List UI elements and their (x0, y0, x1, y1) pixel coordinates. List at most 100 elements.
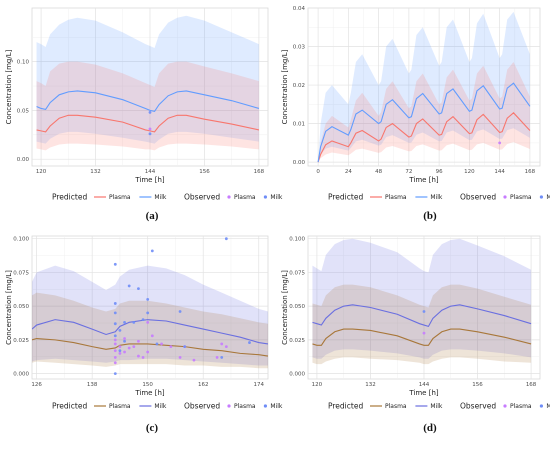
data-layer (36, 15, 260, 151)
y-tick-label: 0.000 (289, 372, 305, 378)
x-tick-label: 156 (199, 169, 210, 175)
median-line-milk (32, 319, 268, 345)
legend-label: Plasma (385, 194, 407, 201)
legend: Predicted Plasma Milk Observed Plasma Milk (328, 193, 550, 202)
observed-point-plasma (123, 337, 126, 340)
data-layer (312, 238, 532, 365)
legend-label: Plasma (234, 403, 256, 410)
tick-labels: 0 24 48 72 96 120 144 168 0.00 0.01 0.02 0.03 0.04 (293, 6, 536, 175)
band-plasma (318, 61, 530, 163)
observed-point-plasma (224, 345, 228, 349)
observed-point-plasma (118, 345, 122, 349)
legend-label: Milk (430, 194, 443, 201)
chart-panel-a: 120 132 144 156 168 0.00 0.05 0.10 Time [h] Conce… (5, 7, 283, 222)
y-tick-label: 0.050 (13, 304, 29, 310)
legend-key-point (263, 404, 267, 408)
legend-label: Milk (270, 403, 283, 410)
observed-point-milk (146, 311, 150, 315)
plot-area (31, 235, 269, 380)
observed-point-milk (113, 372, 117, 376)
legend: Predicted Plasma Milk Observed Plasma Milk (328, 402, 550, 411)
legend-title-observed: Observed (184, 193, 220, 202)
observed-point-milk (148, 132, 152, 136)
observed-point-plasma (113, 356, 117, 359)
band-milk (318, 11, 530, 163)
y-tick-label: 0.100 (289, 237, 305, 243)
observed-point-plasma (498, 141, 502, 145)
median-line-plasma (32, 337, 268, 357)
y-tick-label: 0.01 (293, 122, 305, 128)
gridlines (32, 236, 268, 379)
y-tick-label: 0.05 (17, 108, 30, 114)
observed-point-milk (113, 302, 117, 305)
legend-key-point (227, 195, 231, 199)
observed-point-milk (248, 341, 251, 344)
panel-caption: (c) (146, 422, 159, 434)
legend-label: Plasma (510, 403, 532, 410)
observed-point-plasma (150, 334, 154, 338)
gridlines (308, 7, 540, 166)
x-tick-label: 120 (36, 169, 47, 175)
observed-point-plasma (146, 350, 150, 354)
observed-point-plasma (123, 350, 126, 354)
observed-point-milk (123, 339, 126, 343)
legend-title-observed: Observed (184, 402, 220, 411)
y-tick-label: 0.00 (17, 157, 30, 163)
y-tick-label: 0.04 (293, 6, 306, 12)
legend-key-point (227, 404, 231, 408)
observed-point-plasma (160, 342, 163, 346)
y-tick-label: 0.10 (17, 60, 30, 66)
observed-point-plasma (169, 345, 173, 349)
median-line-milk (317, 82, 531, 163)
x-tick-label: 0 (316, 169, 320, 175)
y-tick-label: 0.025 (289, 338, 305, 344)
observed-point-plasma (127, 346, 131, 350)
y-tick-label: 0.00 (293, 160, 306, 166)
legend-title-predicted: Predicted (52, 402, 87, 411)
observed-point-milk (178, 310, 182, 313)
x-tick-label: 126 (31, 382, 42, 388)
x-tick-label: 24 (345, 169, 352, 175)
x-tick-label: 168 (254, 169, 265, 175)
chart-panel-c: 126 138 150 162 174 0.000 0.025 0.050 0.075 0.100… (5, 235, 283, 434)
observed-point-milk (127, 284, 131, 288)
observed-point-plasma (146, 320, 150, 324)
observed-point-plasma (137, 339, 140, 343)
median-line-milk (312, 304, 532, 328)
legend-title-predicted: Predicted (52, 193, 87, 202)
x-tick-label: 120 (312, 382, 323, 388)
x-tick-label: 150 (142, 382, 153, 388)
observed-point-milk (118, 349, 122, 353)
legend-key-point (539, 195, 544, 199)
x-tick-label: 138 (87, 382, 98, 388)
legend-key-point (503, 404, 507, 408)
y-tick-label: 0.075 (13, 270, 29, 276)
observed-point-milk (146, 298, 150, 301)
legend-label: Plasma (109, 194, 131, 201)
observed-point-milk (113, 262, 117, 266)
legend-label: Milk (154, 403, 167, 410)
legend-label: Milk (546, 403, 550, 410)
x-axis-title: Time [h] (134, 389, 165, 397)
y-tick-label: 0.100 (13, 237, 29, 243)
legend: Predicted Plasma Milk Observed Plasma Milk (52, 402, 283, 411)
gridlines (32, 8, 268, 166)
observed-point-milk (118, 329, 122, 332)
y-tick-label: 0.03 (293, 45, 306, 51)
observed-point-milk (224, 237, 228, 241)
band-milk (32, 265, 268, 366)
legend-key-point (539, 404, 544, 408)
y-axis-title: Concentration [mg/L] (5, 270, 13, 345)
tick-labels: 126 138 150 162 174 0.000 0.025 0.050 0.075 0.100 (13, 237, 264, 388)
y-axis-title: Concentration [mg/L] (5, 49, 13, 124)
legend-label: Milk (430, 403, 443, 410)
x-tick-label: 48 (375, 169, 382, 175)
observed-point-plasma (137, 354, 140, 358)
observed-point-plasma (141, 356, 145, 359)
observed-point-milk (113, 322, 117, 326)
chart-panel-b: 0 24 48 72 96 120 144 168 0.00 0.01 0.02 0.03 0.04 Ti… (281, 6, 550, 222)
legend-key-point (503, 195, 507, 199)
legend-label: Plasma (234, 194, 256, 201)
observed-point-milk (183, 345, 187, 349)
